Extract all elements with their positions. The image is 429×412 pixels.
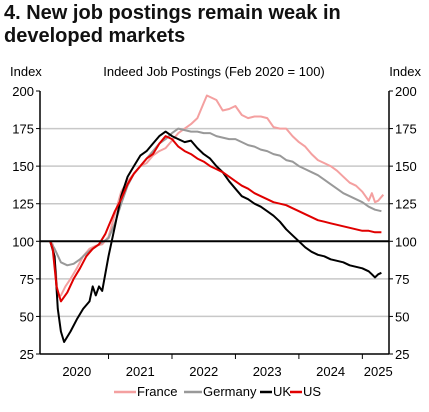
- y-axis-label-left: Index: [10, 64, 42, 79]
- series-line-us: [49, 135, 382, 303]
- y-tick-label-right-50: 50: [395, 309, 409, 324]
- y-tick-label-left-200: 200: [12, 84, 34, 99]
- y-tick-label-right-25: 25: [395, 347, 409, 362]
- y-tick-label-left-125: 125: [12, 197, 34, 212]
- chart-title-line-1: 4. New job postings remain weak in: [4, 2, 341, 24]
- y-tick-label-left-150: 150: [12, 159, 34, 174]
- chart-title: 4. New job postings remain weak in devel…: [4, 2, 424, 48]
- y-tick-label-left-25: 25: [20, 347, 34, 362]
- x-tick-label-2024: 2024: [316, 364, 345, 379]
- y-tick-label-right-75: 75: [395, 272, 409, 287]
- grid-layer: [40, 127, 389, 318]
- axis-layer: 25 25 50 50 75 75 100 100 125 125 150 150 175 175 200 2…: [12, 84, 416, 379]
- x-tick-label-2020: 2020: [62, 364, 91, 379]
- legend-label-uk: UK: [273, 384, 291, 399]
- y-tick-label-left-50: 50: [20, 309, 34, 324]
- chart-subtitle: Indeed Job Postings (Feb 2020 = 100): [103, 64, 325, 79]
- x-tick-label-2023: 2023: [253, 364, 282, 379]
- y-tick-label-right-200: 200: [395, 84, 417, 99]
- series-line-uk: [49, 130, 382, 343]
- legend-label-germany: Germany: [203, 384, 257, 399]
- y-tick-label-right-175: 175: [395, 122, 417, 137]
- legend-label-france: France: [137, 384, 177, 399]
- series-line-france: [49, 94, 385, 298]
- series-line-germany: [49, 127, 382, 267]
- x-tick-label-2022: 2022: [189, 364, 218, 379]
- legend: France Germany UK US: [114, 384, 321, 399]
- y-tick-label-left-75: 75: [20, 272, 34, 287]
- series-layer: [49, 94, 385, 343]
- x-tick-label-2025: 2025: [364, 364, 393, 379]
- legend-label-us: US: [303, 384, 321, 399]
- y-tick-label-left-100: 100: [12, 234, 34, 249]
- x-tick-label-2021: 2021: [126, 364, 155, 379]
- chart-title-line-2: developed markets: [4, 25, 186, 47]
- y-tick-label-right-150: 150: [395, 159, 417, 174]
- y-axis-label-right: Index: [389, 64, 421, 79]
- y-tick-label-left-175: 175: [12, 122, 34, 137]
- y-tick-label-right-100: 100: [395, 234, 417, 249]
- y-tick-label-right-125: 125: [395, 197, 417, 212]
